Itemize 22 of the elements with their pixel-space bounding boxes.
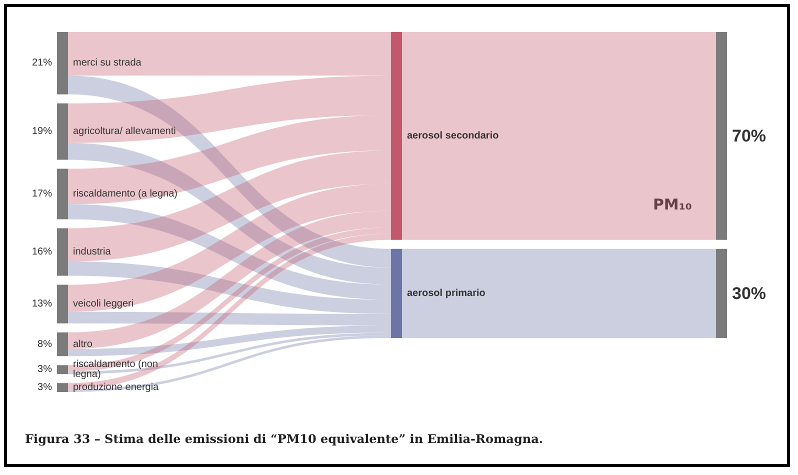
category-label: aerosol secondario: [407, 130, 499, 142]
category-label: riscaldamento (a legna): [73, 188, 178, 200]
data-label: 70%: [732, 126, 766, 146]
data-label: 19%: [32, 126, 52, 138]
category-label: veicoli leggeri: [73, 298, 134, 310]
data-label: 30%: [732, 284, 766, 303]
data-label: 13%: [32, 298, 52, 310]
category-label: merci su strada: [73, 58, 142, 69]
category-label: riscaldamento (non legna): [73, 359, 161, 380]
text: Figura 33 – Stima delle emissioni di “PM10 equivalente” in Emilia-Romagna.: [25, 432, 544, 446]
data-label: 3%: [38, 382, 52, 394]
category-label: produzione energia: [73, 382, 160, 394]
category-label: altro: [73, 338, 93, 350]
category-label: aerosol primario: [407, 288, 486, 299]
text: PM₁₀: [652, 196, 692, 214]
data-label: 17%: [32, 188, 52, 200]
data-label: 16%: [32, 246, 52, 258]
data-label: 8%: [38, 338, 52, 350]
data-label: 3%: [38, 364, 52, 376]
data-label: 21%: [32, 58, 52, 69]
category-label: agricoltura/ allevamenti: [73, 126, 176, 138]
category-label: industria: [73, 246, 112, 258]
